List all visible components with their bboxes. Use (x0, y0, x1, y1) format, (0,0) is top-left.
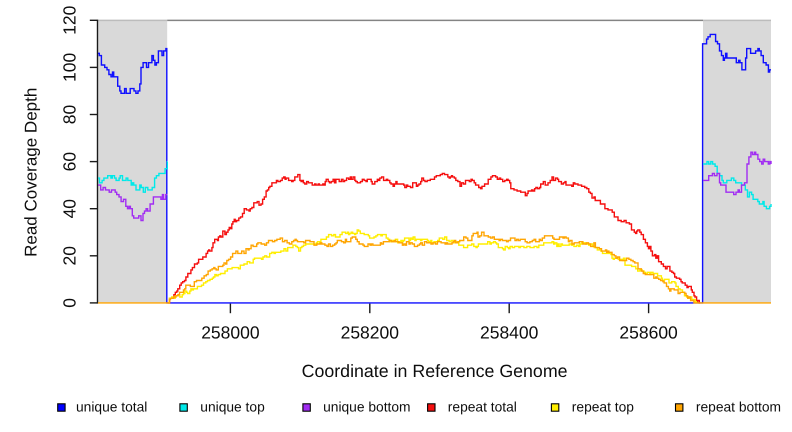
svg-text:258400: 258400 (480, 322, 539, 342)
svg-text:60: 60 (59, 152, 79, 172)
svg-text:Read Coverage Depth: Read Coverage Depth (22, 88, 41, 257)
svg-text:Coordinate in Reference Genome: Coordinate in Reference Genome (302, 361, 568, 381)
svg-text:258200: 258200 (341, 322, 400, 342)
svg-text:20: 20 (59, 246, 79, 266)
svg-text:repeat bottom: repeat bottom (696, 399, 781, 414)
svg-text:40: 40 (59, 199, 79, 219)
svg-text:258600: 258600 (619, 322, 678, 342)
svg-text:unique top: unique top (200, 399, 265, 414)
svg-text:258000: 258000 (201, 322, 260, 342)
svg-text:0: 0 (59, 298, 79, 308)
svg-text:100: 100 (59, 53, 79, 82)
svg-text:unique total: unique total (76, 399, 147, 414)
svg-text:80: 80 (59, 105, 79, 125)
svg-text:repeat top: repeat top (572, 399, 634, 414)
svg-text:120: 120 (59, 5, 79, 34)
svg-text:unique bottom: unique bottom (323, 399, 410, 414)
svg-text:repeat total: repeat total (448, 399, 517, 414)
